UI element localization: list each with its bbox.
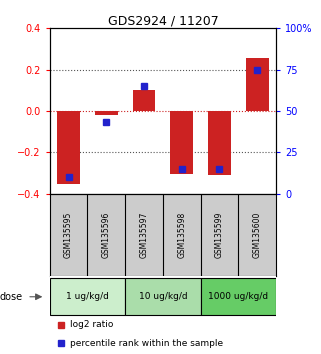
Text: GSM135596: GSM135596 [102,212,111,258]
Bar [57,111,80,184]
Bar [170,111,193,174]
Text: 1 ug/kg/d: 1 ug/kg/d [66,292,109,301]
Bar [246,58,268,111]
Text: dose: dose [0,292,22,302]
Text: GSM135597: GSM135597 [140,212,149,258]
Text: log2 ratio: log2 ratio [70,320,114,329]
Bar [208,111,231,175]
Text: GSM135595: GSM135595 [64,212,73,258]
Text: GSM135600: GSM135600 [253,212,262,258]
Text: 1000 ug/kg/d: 1000 ug/kg/d [208,292,268,301]
Title: GDS2924 / 11207: GDS2924 / 11207 [108,14,218,27]
Text: GSM135598: GSM135598 [177,212,186,258]
Bar [95,111,117,115]
Text: percentile rank within the sample: percentile rank within the sample [70,339,223,348]
Bar [50,278,125,315]
Text: 10 ug/kg/d: 10 ug/kg/d [139,292,187,301]
Bar [133,90,155,111]
Bar [201,278,276,315]
Text: GSM135599: GSM135599 [215,212,224,258]
Bar [125,278,201,315]
